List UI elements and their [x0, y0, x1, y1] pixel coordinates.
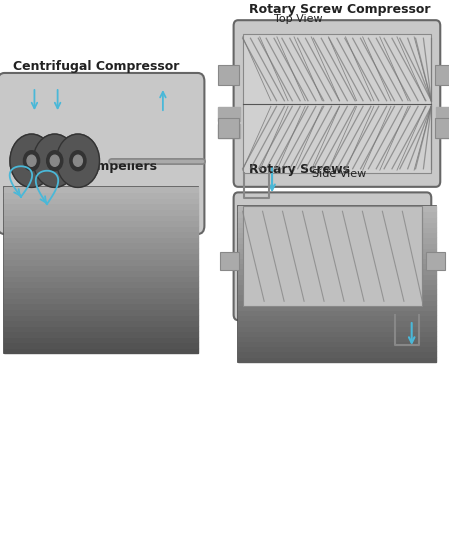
Bar	[5, 320, 197, 326]
Bar	[238, 243, 436, 248]
Bar	[242, 206, 422, 306]
Text: Rotary Screws: Rotary Screws	[250, 163, 350, 176]
Bar	[238, 238, 436, 243]
Bar	[5, 187, 197, 192]
Bar	[5, 304, 197, 309]
Bar	[5, 209, 197, 215]
Text: Centrifugal Compressor: Centrifugal Compressor	[14, 60, 180, 73]
Bar	[238, 248, 436, 253]
Circle shape	[70, 151, 86, 170]
Bar	[5, 309, 197, 315]
Text: Centrifugal Impellers: Centrifugal Impellers	[9, 160, 157, 173]
Circle shape	[56, 134, 99, 187]
Bar	[218, 65, 240, 85]
Bar	[238, 227, 436, 232]
Text: Side View: Side View	[312, 168, 366, 178]
Bar	[426, 253, 445, 270]
Bar	[238, 217, 436, 222]
Bar	[5, 270, 197, 276]
Bar	[5, 253, 197, 259]
Bar	[435, 65, 456, 85]
Bar	[5, 198, 197, 203]
Bar	[5, 281, 197, 287]
Bar	[5, 315, 197, 320]
Circle shape	[27, 155, 36, 166]
Bar	[238, 341, 436, 346]
Bar	[238, 315, 436, 320]
Bar	[238, 310, 436, 315]
Bar	[5, 231, 197, 237]
Circle shape	[46, 151, 63, 170]
Bar	[218, 124, 240, 138]
Bar	[5, 264, 197, 270]
Bar	[238, 232, 436, 238]
Bar	[5, 187, 197, 353]
Circle shape	[23, 151, 39, 170]
Bar	[5, 292, 197, 298]
Bar	[5, 276, 197, 281]
Bar	[238, 206, 436, 211]
Circle shape	[10, 134, 53, 187]
Bar	[220, 253, 239, 270]
Circle shape	[50, 155, 59, 166]
Bar	[5, 348, 197, 353]
Bar	[436, 124, 458, 138]
Bar	[238, 320, 436, 325]
Bar	[238, 325, 436, 331]
Bar	[238, 284, 436, 289]
Bar	[238, 336, 436, 341]
Bar	[238, 300, 436, 305]
Bar	[238, 268, 436, 274]
Bar	[238, 352, 436, 357]
Bar	[242, 34, 431, 173]
Bar	[218, 107, 240, 121]
Bar	[218, 119, 240, 138]
Bar	[5, 243, 197, 248]
Bar	[238, 295, 436, 300]
Bar	[5, 215, 197, 220]
Bar	[238, 289, 436, 295]
Bar	[5, 248, 197, 253]
Bar	[238, 253, 436, 258]
Bar	[5, 326, 197, 331]
Circle shape	[74, 155, 83, 166]
Bar	[5, 192, 197, 198]
FancyBboxPatch shape	[0, 73, 204, 234]
Bar	[238, 263, 436, 268]
Bar	[5, 259, 197, 264]
Bar	[238, 222, 436, 227]
Bar	[5, 237, 197, 243]
FancyBboxPatch shape	[234, 20, 440, 187]
Bar	[5, 203, 197, 209]
Bar	[238, 357, 436, 362]
Bar	[436, 107, 458, 121]
Bar	[238, 258, 436, 263]
Bar	[5, 337, 197, 342]
Text: Rotary Screw Compressor: Rotary Screw Compressor	[250, 3, 431, 16]
Bar	[238, 305, 436, 310]
Bar	[238, 274, 436, 279]
Circle shape	[33, 134, 76, 187]
Bar	[238, 331, 436, 336]
Bar	[5, 287, 197, 292]
Bar	[238, 206, 436, 362]
Text: Top View: Top View	[274, 14, 323, 24]
Bar	[5, 220, 197, 226]
Bar	[5, 226, 197, 231]
Bar	[5, 331, 197, 337]
Bar	[5, 342, 197, 348]
FancyBboxPatch shape	[234, 192, 431, 320]
Bar	[435, 119, 456, 138]
Bar	[238, 279, 436, 284]
Bar	[238, 211, 436, 217]
Bar	[5, 298, 197, 304]
Bar	[238, 346, 436, 352]
